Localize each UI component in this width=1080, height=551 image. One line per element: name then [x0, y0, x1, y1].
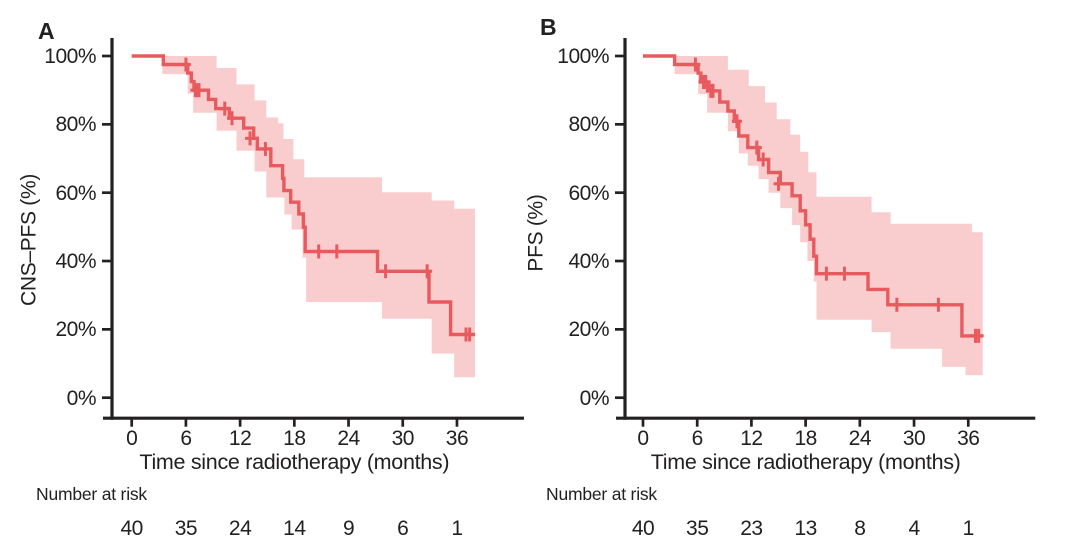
panel-b-number-at-risk-title: Number at risk: [546, 484, 657, 504]
number-at-risk-value: 40: [120, 517, 144, 540]
x-tick-label: 12: [740, 427, 763, 450]
panel-b: B PFS (%) Time since radiotherapy (month…: [525, 0, 1080, 551]
confidence-band: [162, 56, 475, 378]
x-tick-label: 0: [126, 427, 138, 450]
panel-a-x-axis-title: Time since radiotherapy (months): [139, 450, 450, 474]
number-at-risk-value: 35: [174, 517, 198, 540]
censor-mark: [839, 266, 850, 281]
x-tick-label: 6: [691, 427, 704, 450]
censor-mark: [226, 111, 237, 126]
y-tick-label: 0%: [66, 386, 97, 410]
confidence-band: [674, 56, 983, 376]
y-tick-label: 20%: [568, 318, 609, 342]
y-tick-label: 60%: [55, 181, 96, 205]
number-at-risk-value: 1: [451, 517, 463, 540]
survival-curve: [643, 54, 983, 338]
censor-mark: [313, 244, 324, 259]
x-tick-label: 24: [848, 427, 872, 450]
x-tick-label: 30: [391, 427, 415, 450]
y-tick-label: 60%: [568, 181, 609, 205]
censor-mark: [891, 297, 902, 312]
number-at-risk-value: 23: [740, 517, 763, 540]
number-at-risk-value: 24: [228, 517, 252, 540]
censor-mark: [194, 83, 205, 98]
number-at-risk-value: 6: [397, 517, 409, 540]
x-tick-label: 36: [957, 427, 980, 450]
number-at-risk-value: 35: [686, 517, 709, 540]
censor-mark: [380, 264, 391, 279]
x-tick-label: 0: [637, 427, 649, 450]
x-tick-label: 36: [445, 427, 469, 450]
censor-mark: [708, 83, 719, 98]
x-tick-label: 6: [180, 427, 192, 450]
y-tick-label: 80%: [568, 113, 609, 137]
censor-mark: [245, 131, 256, 146]
panel-a-label: A: [38, 18, 55, 44]
censor-mark: [773, 176, 784, 191]
censor-mark: [731, 114, 742, 129]
y-tick-label: 100%: [44, 45, 96, 68]
panel-b-plot: [615, 38, 1036, 427]
number-at-risk-value: 14: [283, 517, 306, 540]
censor-mark: [758, 152, 769, 167]
censor-mark: [933, 297, 944, 312]
censor-mark: [464, 327, 475, 342]
censor-mark: [973, 328, 984, 343]
number-at-risk-value: 40: [631, 517, 655, 540]
censor-mark: [219, 101, 230, 116]
x-tick-label: 30: [902, 427, 926, 450]
panel-a: A CNS–PFS (%) Time since radiotherapy (m…: [18, 18, 524, 540]
y-tick-label: 40%: [55, 250, 96, 274]
censor-mark: [821, 266, 832, 281]
panel-a-number-at-risk-title: Number at risk: [36, 484, 147, 504]
censor-mark: [700, 74, 711, 89]
x-tick-label: 24: [337, 427, 360, 450]
y-tick-label: 20%: [55, 318, 96, 342]
y-tick-label: 40%: [568, 250, 609, 274]
number-at-risk-value: 9: [342, 517, 355, 540]
y-tick-label: 0%: [579, 386, 610, 410]
number-at-risk-value: 13: [794, 517, 817, 540]
y-tick-label: 100%: [557, 45, 609, 68]
censor-mark: [331, 244, 342, 259]
number-at-risk-value: 8: [854, 517, 866, 540]
censor-mark: [180, 57, 191, 72]
x-tick-label: 12: [228, 427, 252, 450]
censor-mark: [751, 140, 762, 155]
censor-mark: [260, 141, 271, 156]
x-tick-label: 18: [283, 427, 306, 450]
number-at-risk-value: 4: [908, 517, 920, 540]
censor-mark: [690, 57, 701, 72]
x-tick-label: 18: [794, 427, 817, 450]
censor-mark: [422, 264, 433, 279]
y-tick-label: 80%: [55, 113, 96, 137]
panel-b-label: B: [540, 14, 557, 40]
panel-b-x-axis-title: Time since radiotherapy (months): [650, 450, 961, 474]
number-at-risk-value: 1: [962, 517, 975, 540]
panel-a-plot: [102, 38, 524, 427]
